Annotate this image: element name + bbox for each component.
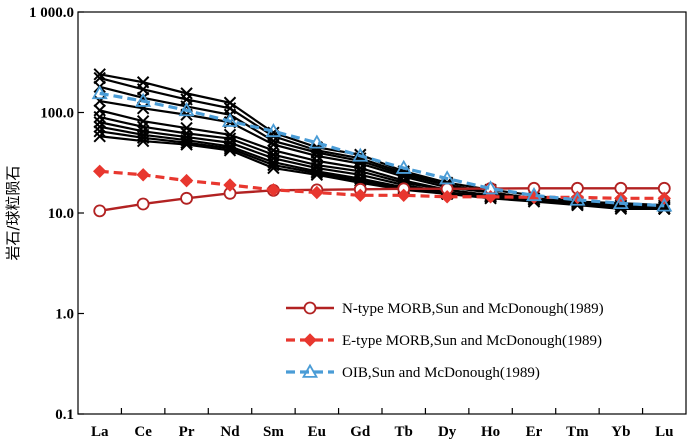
series-point-diamond xyxy=(223,178,237,192)
legend-marker-triangle xyxy=(301,363,319,378)
x-tick-label-tb: Tb xyxy=(395,424,413,440)
y-tick-label: 1.0 xyxy=(55,307,74,323)
series-point-circle xyxy=(180,191,193,205)
x-tick-label-ce: Ce xyxy=(134,424,152,440)
legend-label: OIB,Sun and McDonough(1989) xyxy=(342,365,540,381)
series-line-diamond xyxy=(99,169,665,200)
x-tick-label-er: Er xyxy=(526,424,543,440)
series-point-diamond xyxy=(310,185,324,200)
sample-lines xyxy=(93,68,671,216)
series-point-diamond xyxy=(93,164,107,179)
series-point-diamond xyxy=(179,173,194,188)
series-point-triangle xyxy=(352,147,369,162)
series-point-triangle xyxy=(308,134,325,149)
series-line-circle xyxy=(99,187,665,213)
series-point-triangle xyxy=(656,197,673,212)
sample-point xyxy=(223,144,237,157)
series-point-triangle xyxy=(482,180,499,195)
x-tick-label-tm: Tm xyxy=(566,424,589,440)
legend-marker-diamond xyxy=(303,333,317,347)
y-tick-label: 10.0 xyxy=(48,206,74,222)
sample-line xyxy=(99,85,665,208)
x-axis: La Ce Pr Nd Sm Eu Gd Tb Dy Ho Er Tm Yb Lu xyxy=(91,408,673,440)
y-axis-label: 岩石/球粒陨石 xyxy=(4,165,22,260)
legend-marker-circle xyxy=(303,301,317,315)
sample-point xyxy=(93,130,106,143)
x-tick-label-lu: Lu xyxy=(655,424,673,440)
series-point-triangle xyxy=(525,186,543,202)
series-point-triangle xyxy=(91,85,108,100)
series-point-triangle xyxy=(265,122,282,138)
reference-series xyxy=(91,85,673,218)
sample-point xyxy=(136,102,150,115)
sample-point xyxy=(136,114,150,128)
sample-point xyxy=(93,71,106,85)
y-axis: 0.1 1.0 10.0 100.0 1 000.0 xyxy=(29,5,84,423)
sample-point xyxy=(93,116,106,129)
series-point-triangle xyxy=(439,170,456,185)
sample-point xyxy=(223,96,237,109)
sample-point xyxy=(310,166,324,180)
series-line-triangle xyxy=(99,91,665,208)
series-point-triangle xyxy=(221,112,239,127)
x-tick-label-pr: Pr xyxy=(179,424,195,440)
legend-label: N-type MORB,Sun and McDonough(1989) xyxy=(342,301,604,317)
series-point-diamond xyxy=(266,183,281,197)
sample-line xyxy=(99,135,665,208)
y-tick-label: 0.1 xyxy=(55,407,74,423)
sample-point xyxy=(93,125,106,138)
x-tick-label-dy: Dy xyxy=(438,424,457,440)
series-point-diamond xyxy=(136,168,150,182)
sample-point xyxy=(180,136,193,149)
sample-point xyxy=(93,110,106,124)
legend-label: E-type MORB,Sun and McDonough(1989) xyxy=(342,333,602,349)
y-tick-label: 100.0 xyxy=(40,106,74,122)
x-tick-label-gd: Gd xyxy=(350,424,371,440)
x-tick-label-sm: Sm xyxy=(263,424,284,440)
x-tick-label-la: La xyxy=(91,424,109,440)
series-point-circle xyxy=(136,197,150,211)
series-point-triangle xyxy=(612,194,629,210)
series-point-triangle xyxy=(178,102,195,117)
x-tick-label-ho: Ho xyxy=(481,424,500,440)
sample-point xyxy=(180,138,193,151)
legend: N-type MORB,Sun and McDonough(1989) E-typ… xyxy=(286,301,604,381)
series-point-circle xyxy=(93,204,107,218)
x-tick-label-nd: Nd xyxy=(220,424,240,440)
series-point-triangle xyxy=(569,191,586,206)
x-tick-label-eu: Eu xyxy=(308,424,326,440)
sample-point xyxy=(93,120,106,134)
series-point-diamond xyxy=(353,188,367,203)
sample-point xyxy=(267,161,280,175)
plot-area xyxy=(77,11,687,415)
y-tick-label: 1 000.0 xyxy=(29,5,74,21)
series-point-triangle xyxy=(395,159,412,174)
sample-point xyxy=(310,168,324,181)
series-point-triangle xyxy=(135,92,152,107)
sample-point xyxy=(136,134,150,148)
series-point-diamond xyxy=(440,190,454,204)
x-tick-label-yb: Yb xyxy=(611,424,630,440)
series-point-diamond xyxy=(397,188,411,203)
